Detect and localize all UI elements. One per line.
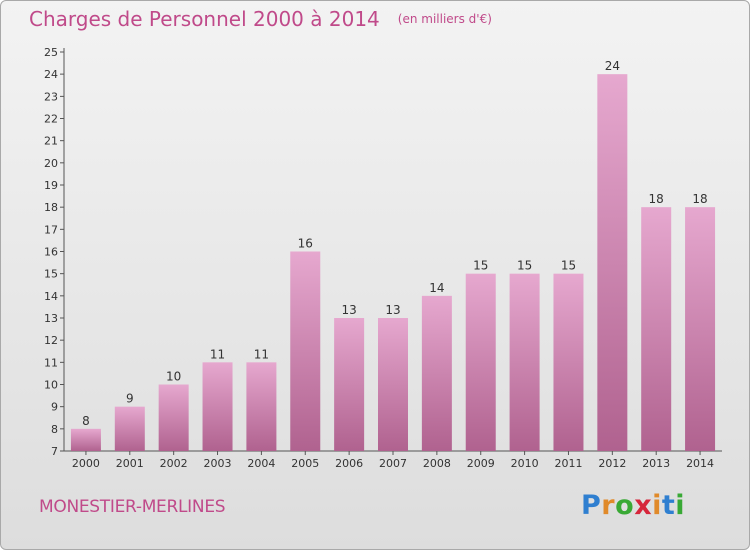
chart-labels: 2000 8 2001 9 2002 10 2003 11 2004 11 2005 16 2006 13… xyxy=(72,59,714,470)
data-label: 9 xyxy=(126,392,134,406)
y-tick-label: 14 xyxy=(44,290,58,303)
y-tick-label: 23 xyxy=(44,90,58,103)
x-tick-label: 2011 xyxy=(554,457,582,470)
bar xyxy=(685,207,716,451)
chart-title-text: Charges de Personnel 2000 à 2014 xyxy=(29,7,380,31)
logo-letter: t xyxy=(661,490,676,521)
y-tick-label: 16 xyxy=(44,246,58,259)
data-label: 15 xyxy=(561,259,576,273)
bar xyxy=(465,273,496,451)
data-label: 18 xyxy=(692,192,707,206)
bar xyxy=(509,273,540,451)
data-label: 13 xyxy=(341,303,356,317)
chart-bars xyxy=(70,74,716,452)
x-tick-label: 2001 xyxy=(116,457,144,470)
data-label: 13 xyxy=(385,303,400,317)
chart-units: (en milliers d'€) xyxy=(397,12,492,26)
x-tick-label: 2006 xyxy=(335,457,363,470)
data-label: 14 xyxy=(429,281,444,295)
data-label: 15 xyxy=(517,259,532,273)
y-tick-label: 17 xyxy=(44,223,58,236)
logo-letter: x xyxy=(634,490,653,521)
bar xyxy=(202,362,233,451)
bar xyxy=(421,295,452,451)
y-tick-label: 15 xyxy=(44,268,58,281)
data-label: 11 xyxy=(210,347,225,361)
bar xyxy=(553,273,584,451)
y-tick-label: 19 xyxy=(44,179,58,192)
chart-title: Charges de Personnel 2000 à 2014 (en mill… xyxy=(29,7,492,31)
x-tick-label: 2005 xyxy=(291,457,319,470)
x-tick-label: 2009 xyxy=(467,457,495,470)
location-name: MONESTIER-MERLINES xyxy=(39,497,226,517)
logo-letter: o xyxy=(615,490,635,521)
x-tick-label: 2003 xyxy=(204,457,232,470)
data-label: 11 xyxy=(254,347,269,361)
y-tick-label: 24 xyxy=(44,68,58,81)
y-tick-label: 20 xyxy=(44,157,58,170)
x-tick-label: 2014 xyxy=(686,457,714,470)
y-tick-label: 22 xyxy=(44,113,58,126)
y-tick-label: 11 xyxy=(44,356,58,369)
bar xyxy=(290,251,321,451)
logo-letter: i xyxy=(652,490,662,521)
y-tick-label: 13 xyxy=(44,312,58,325)
data-label: 18 xyxy=(649,192,664,206)
proxiti-logo[interactable]: Proxiti xyxy=(581,490,685,521)
logo-letter: r xyxy=(601,490,616,521)
x-tick-label: 2013 xyxy=(642,457,670,470)
y-tick-label: 8 xyxy=(51,423,58,436)
x-tick-label: 2004 xyxy=(247,457,275,470)
chart-axes: 7 8 9 10 11 12 13 14 15 16 17 18 19 20 21 22 23 24 25 xyxy=(44,46,722,458)
x-tick-label: 2000 xyxy=(72,457,100,470)
bar xyxy=(114,406,145,451)
data-label: 16 xyxy=(298,237,313,251)
x-tick-label: 2002 xyxy=(160,457,188,470)
x-tick-label: 2008 xyxy=(423,457,451,470)
x-tick-label: 2010 xyxy=(511,457,539,470)
bar xyxy=(641,207,672,451)
bar xyxy=(70,428,101,451)
data-label: 8 xyxy=(82,414,90,428)
y-tick-label: 7 xyxy=(51,445,58,458)
bar xyxy=(597,74,628,452)
y-tick-label: 12 xyxy=(44,334,58,347)
data-label: 24 xyxy=(605,59,620,73)
logo-letter: P xyxy=(581,490,602,521)
data-label: 10 xyxy=(166,370,181,384)
y-tick-label: 10 xyxy=(44,379,58,392)
bar xyxy=(334,318,365,451)
bar xyxy=(246,362,277,451)
y-tick-label: 18 xyxy=(44,201,58,214)
y-tick-label: 21 xyxy=(44,135,58,148)
y-tick-label: 25 xyxy=(44,46,58,59)
logo-letter: i xyxy=(675,490,686,521)
x-tick-label: 2007 xyxy=(379,457,407,470)
bar xyxy=(378,318,408,451)
bar xyxy=(158,384,189,451)
y-tick-label: 9 xyxy=(51,401,58,414)
data-label: 15 xyxy=(473,259,488,273)
x-tick-label: 2012 xyxy=(598,457,626,470)
